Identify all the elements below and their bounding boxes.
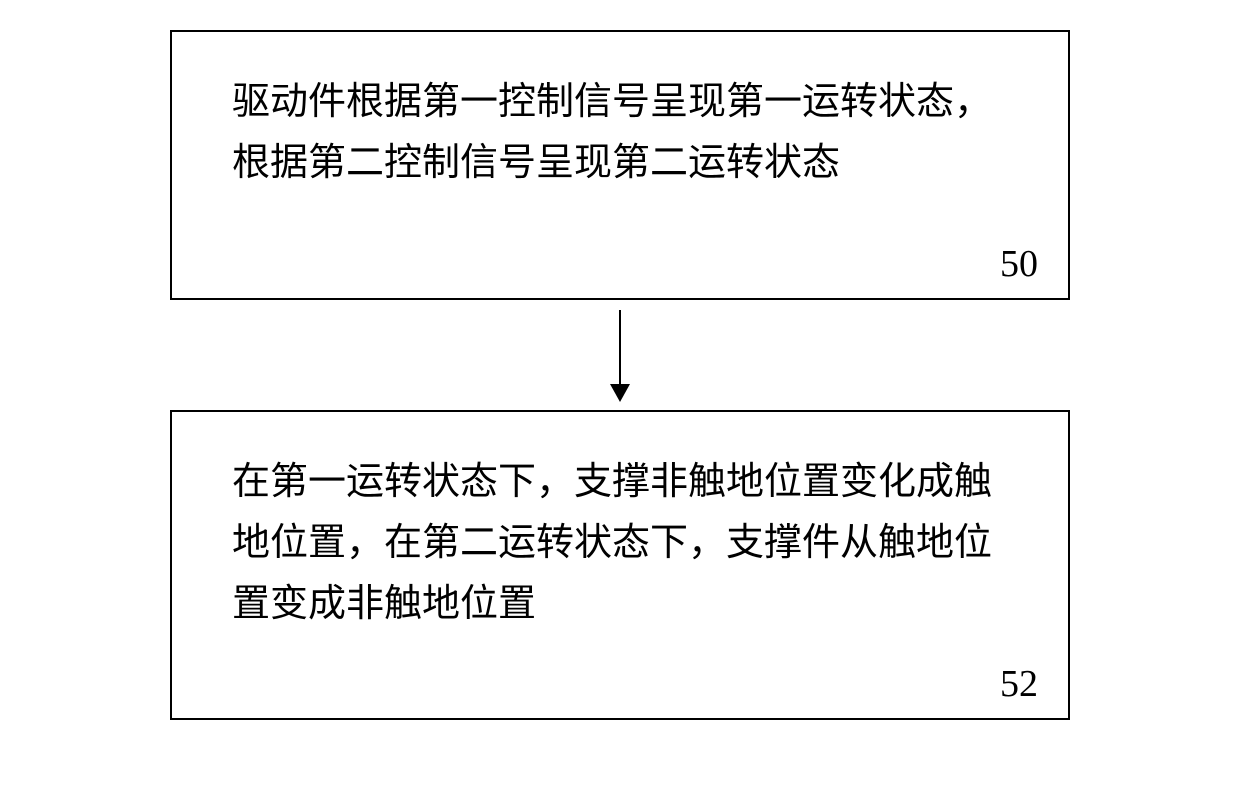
arrow-line [619,310,621,400]
arrow-head-icon [610,384,630,402]
flow-arrow [170,300,1070,410]
flow-box-text: 驱动件根据第一控制信号呈现第一运转状态，根据第二控制信号呈现第二运转状态 [232,72,1008,194]
flow-box-step-1: 驱动件根据第一控制信号呈现第一运转状态，根据第二控制信号呈现第二运转状态 50 [170,30,1070,300]
flow-box-number: 52 [1000,662,1038,706]
flowchart-container: 驱动件根据第一控制信号呈现第一运转状态，根据第二控制信号呈现第二运转状态 50 … [170,30,1070,720]
flow-box-step-2: 在第一运转状态下，支撑非触地位置变化成触地位置，在第二运转状态下，支撑件从触地位… [170,410,1070,720]
flow-box-number: 50 [1000,242,1038,286]
flow-box-text: 在第一运转状态下，支撑非触地位置变化成触地位置，在第二运转状态下，支撑件从触地位… [232,452,1008,634]
